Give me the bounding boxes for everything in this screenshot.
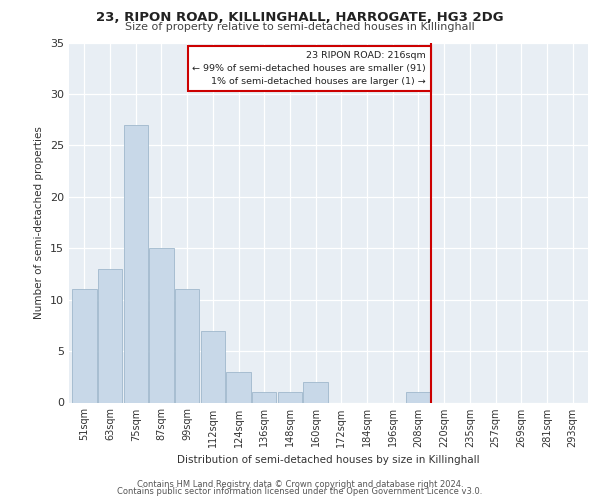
Bar (72, 290, 97, 403)
Bar (406, 392, 431, 402)
Text: Size of property relative to semi-detached houses in Killinghall: Size of property relative to semi-detach… (125, 22, 475, 32)
Bar (226, 372, 251, 402)
Text: 23, RIPON ROAD, KILLINGHALL, HARROGATE, HG3 2DG: 23, RIPON ROAD, KILLINGHALL, HARROGATE, … (96, 11, 504, 24)
Bar (304, 382, 328, 402)
Bar (98, 269, 122, 402)
Text: Contains public sector information licensed under the Open Government Licence v3: Contains public sector information licen… (118, 487, 482, 496)
Text: Contains HM Land Registry data © Crown copyright and database right 2024.: Contains HM Land Registry data © Crown c… (137, 480, 463, 489)
Bar (124, 125, 148, 402)
Bar (278, 392, 302, 402)
X-axis label: Distribution of semi-detached houses by size in Killinghall: Distribution of semi-detached houses by … (177, 455, 480, 465)
Bar (252, 392, 277, 402)
Bar (175, 290, 199, 403)
Text: 23 RIPON ROAD: 216sqm
← 99% of semi-detached houses are smaller (91)
1% of semi-: 23 RIPON ROAD: 216sqm ← 99% of semi-deta… (193, 50, 426, 86)
Y-axis label: Number of semi-detached properties: Number of semi-detached properties (34, 126, 44, 319)
Bar (149, 248, 173, 402)
Bar (200, 330, 225, 402)
